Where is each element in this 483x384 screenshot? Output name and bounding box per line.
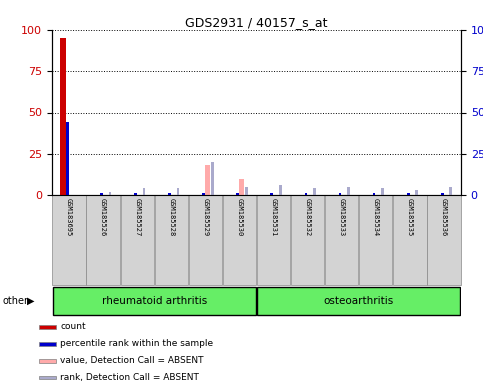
Bar: [359, 195, 393, 285]
Bar: [313, 189, 316, 195]
Bar: [39, 342, 56, 346]
Bar: [257, 195, 290, 285]
Bar: [373, 194, 375, 195]
Text: GSM185526: GSM185526: [100, 198, 106, 236]
Bar: [415, 190, 418, 195]
Text: GSM185527: GSM185527: [134, 198, 140, 236]
Bar: [168, 194, 171, 195]
Text: percentile rank within the sample: percentile rank within the sample: [60, 339, 213, 348]
Bar: [155, 195, 188, 285]
Bar: [211, 162, 213, 195]
Text: GSM185534: GSM185534: [373, 198, 379, 236]
Bar: [39, 376, 56, 379]
Bar: [66, 122, 69, 195]
Bar: [142, 189, 145, 195]
Bar: [134, 194, 137, 195]
Bar: [270, 194, 273, 195]
Bar: [120, 195, 154, 285]
Text: GSM185530: GSM185530: [237, 198, 242, 236]
Text: GSM185529: GSM185529: [202, 198, 208, 236]
Bar: [52, 195, 86, 285]
Text: other: other: [2, 296, 28, 306]
Bar: [100, 194, 103, 195]
Bar: [393, 195, 426, 285]
Bar: [86, 195, 120, 285]
Bar: [305, 194, 307, 195]
Bar: [381, 189, 384, 195]
Bar: [449, 187, 452, 195]
Bar: [325, 195, 358, 285]
Bar: [109, 192, 111, 195]
Bar: [407, 194, 410, 195]
Bar: [441, 194, 443, 195]
Bar: [202, 194, 205, 195]
Bar: [279, 185, 282, 195]
Bar: [339, 194, 341, 195]
Bar: [240, 179, 244, 195]
Bar: [291, 195, 324, 285]
Text: value, Detection Call = ABSENT: value, Detection Call = ABSENT: [60, 356, 204, 365]
Title: GDS2931 / 40157_s_at: GDS2931 / 40157_s_at: [185, 16, 328, 29]
Bar: [39, 359, 56, 362]
Text: GSM183695: GSM183695: [66, 198, 72, 236]
Bar: [223, 195, 256, 285]
Text: rheumatoid arthritis: rheumatoid arthritis: [101, 296, 207, 306]
Text: GSM185528: GSM185528: [168, 198, 174, 236]
Text: osteoarthritis: osteoarthritis: [324, 296, 394, 306]
Text: GSM185532: GSM185532: [305, 198, 311, 236]
Text: GSM185533: GSM185533: [339, 198, 345, 236]
Bar: [427, 195, 461, 285]
Bar: [236, 194, 239, 195]
Bar: [189, 195, 222, 285]
Text: GSM185535: GSM185535: [407, 198, 413, 236]
Bar: [60, 38, 66, 195]
Text: count: count: [60, 323, 86, 331]
Text: GSM185531: GSM185531: [270, 198, 277, 236]
Text: rank, Detection Call = ABSENT: rank, Detection Call = ABSENT: [60, 373, 199, 382]
Bar: [205, 165, 210, 195]
Bar: [257, 286, 460, 315]
Bar: [245, 187, 248, 195]
Text: GSM185536: GSM185536: [441, 198, 447, 236]
Text: ▶: ▶: [27, 296, 34, 306]
Bar: [53, 286, 256, 315]
Bar: [347, 187, 350, 195]
Bar: [177, 189, 180, 195]
Bar: [39, 325, 56, 329]
